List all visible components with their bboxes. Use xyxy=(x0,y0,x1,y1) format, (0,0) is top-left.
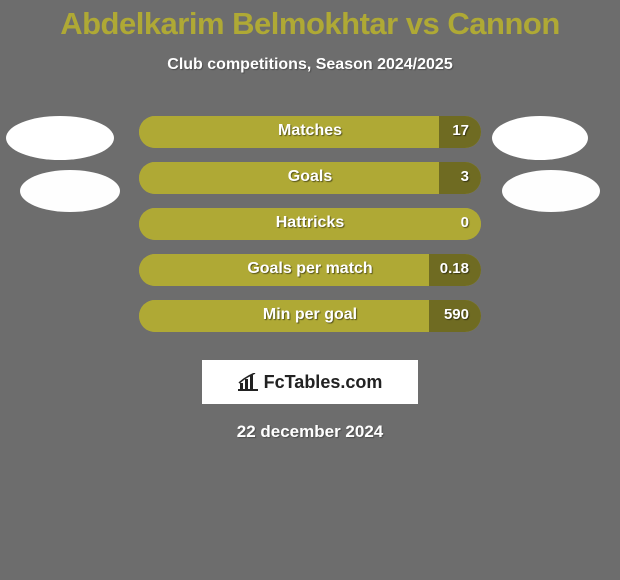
stat-value: 590 xyxy=(444,306,469,323)
player-right-avatar-top xyxy=(492,116,588,160)
stat-value: 3 xyxy=(461,168,469,185)
stat-row: Goals3 xyxy=(139,162,481,194)
stat-value: 0 xyxy=(461,214,469,231)
stat-label: Min per goal xyxy=(139,306,481,324)
stat-label: Goals per match xyxy=(139,260,481,278)
brand-text: FcTables.com xyxy=(264,372,383,393)
date-text: 22 december 2024 xyxy=(0,422,620,442)
stat-row: Matches17 xyxy=(139,116,481,148)
stat-label: Goals xyxy=(139,168,481,186)
page-title: Abdelkarim Belmokhtar vs Cannon xyxy=(0,0,620,42)
stat-row: Min per goal590 xyxy=(139,300,481,332)
player-left-avatar-bottom xyxy=(20,170,120,212)
stat-row: Hattricks0 xyxy=(139,208,481,240)
brand-box[interactable]: FcTables.com xyxy=(202,360,418,404)
stat-value: 17 xyxy=(452,122,469,139)
stat-value: 0.18 xyxy=(440,260,469,277)
stat-label: Hattricks xyxy=(139,214,481,232)
bar-chart-icon xyxy=(238,373,258,391)
player-left-avatar-top xyxy=(6,116,114,160)
stat-label: Matches xyxy=(139,122,481,140)
player-right-avatar-bottom xyxy=(502,170,600,212)
stat-row: Goals per match0.18 xyxy=(139,254,481,286)
subtitle: Club competitions, Season 2024/2025 xyxy=(0,56,620,74)
stats-area: Matches17 Goals3 Hattricks0 Goals per match… xyxy=(0,116,620,346)
comparison-card: Abdelkarim Belmokhtar vs Cannon Club com… xyxy=(0,0,620,580)
